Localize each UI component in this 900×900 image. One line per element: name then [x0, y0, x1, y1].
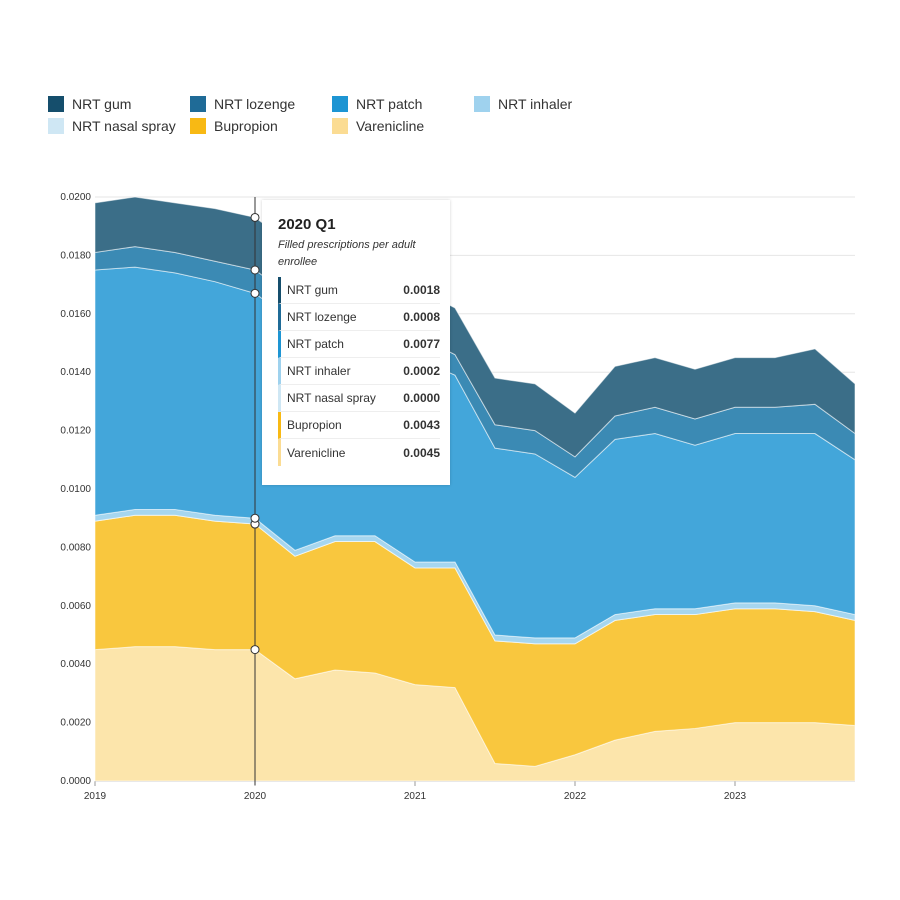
hover-point-nrt-patch [250, 288, 260, 298]
y-tick-label: 0.0180 [60, 250, 91, 261]
tooltip-row-value: 0.0002 [403, 364, 440, 378]
hover-point-varenicline [250, 645, 260, 655]
tooltip-rows: NRT gum 0.0018 NRT lozenge 0.0008 NRT patch 0… [278, 277, 440, 466]
legend-item-varenicline[interactable]: Varenicline [332, 118, 474, 134]
legend: NRT gum NRT lozenge NRT patch NRT inhaler NR… [48, 96, 608, 134]
y-tick-label: 0.0160 [60, 309, 91, 320]
tooltip-row: NRT gum 0.0018 [278, 277, 440, 304]
tooltip-subtitle: Filled prescriptions per adult enrollee [278, 239, 416, 268]
legend-swatch [190, 118, 206, 134]
legend-item-bupropion[interactable]: Bupropion [190, 118, 332, 134]
y-tick-label: 0.0140 [60, 367, 91, 378]
tooltip-row-value: 0.0008 [403, 310, 440, 324]
tooltip-row-value: 0.0077 [403, 337, 440, 351]
y-tick-label: 0.0200 [60, 192, 91, 203]
tooltip-row: Varenicline 0.0045 [278, 439, 440, 466]
hover-point-nrt-gum [250, 212, 260, 222]
x-tick-label: 2020 [244, 791, 267, 802]
y-tick-label: 0.0020 [60, 718, 91, 729]
tooltip-row-label: NRT lozenge [287, 310, 357, 324]
tooltip-row-value: 0.0000 [403, 391, 440, 405]
x-tick-label: 2019 [84, 791, 107, 802]
legend-label: Varenicline [356, 118, 425, 134]
tooltip-row-value: 0.0045 [403, 445, 440, 460]
legend-swatch [474, 96, 490, 112]
legend-swatch [48, 118, 64, 134]
y-tick-label: 0.0120 [60, 426, 91, 437]
hover-point-nrt-inhaler [250, 513, 260, 523]
legend-label: Bupropion [214, 118, 278, 134]
tooltip-row-label: NRT inhaler [287, 364, 351, 378]
legend-swatch [332, 118, 348, 134]
tooltip-row-value: 0.0043 [403, 418, 440, 432]
x-tick-label: 2022 [564, 791, 587, 802]
tooltip-row-label: Varenicline [287, 445, 346, 460]
x-tick-label: 2021 [404, 791, 427, 802]
x-tick-label: 2023 [724, 791, 747, 802]
tooltip-row: NRT nasal spray 0.0000 [278, 385, 440, 412]
tooltip-row-label: NRT nasal spray [287, 391, 376, 405]
tooltip-row-label: NRT gum [287, 283, 338, 297]
tooltip-row-label: NRT patch [287, 337, 344, 351]
tooltip-row: Bupropion 0.0043 [278, 412, 440, 439]
tooltip-row: NRT inhaler 0.0002 [278, 358, 440, 385]
legend-label: NRT inhaler [498, 96, 573, 112]
legend-swatch [190, 96, 206, 112]
hover-point-nrt-lozenge [250, 265, 260, 275]
tooltip: 2020 Q1 Filled prescriptions per adult e… [262, 200, 450, 485]
legend-label: NRT patch [356, 96, 423, 112]
tooltip-row: NRT lozenge 0.0008 [278, 304, 440, 331]
legend-item-nrt-nasal-spray[interactable]: NRT nasal spray [48, 118, 190, 134]
legend-swatch [48, 96, 64, 112]
legend-item-nrt-lozenge[interactable]: NRT lozenge [190, 96, 332, 112]
legend-label: NRT nasal spray [72, 118, 176, 134]
legend-item-nrt-patch[interactable]: NRT patch [332, 96, 474, 112]
legend-label: NRT lozenge [214, 96, 296, 112]
y-tick-label: 0.0000 [60, 776, 91, 787]
y-tick-label: 0.0080 [60, 542, 91, 553]
tooltip-row: NRT patch 0.0077 [278, 331, 440, 358]
y-tick-label: 0.0060 [60, 601, 91, 612]
tooltip-title: 2020 Q1 [278, 216, 336, 233]
legend-swatch [332, 96, 348, 112]
y-tick-label: 0.0040 [60, 659, 91, 670]
y-tick-label: 0.0100 [60, 484, 91, 495]
legend-item-nrt-gum[interactable]: NRT gum [48, 96, 190, 112]
legend-item-nrt-inhaler[interactable]: NRT inhaler [474, 96, 616, 112]
tooltip-row-value: 0.0018 [403, 283, 440, 297]
legend-label: NRT gum [72, 96, 132, 112]
tooltip-row-label: Bupropion [287, 418, 342, 432]
